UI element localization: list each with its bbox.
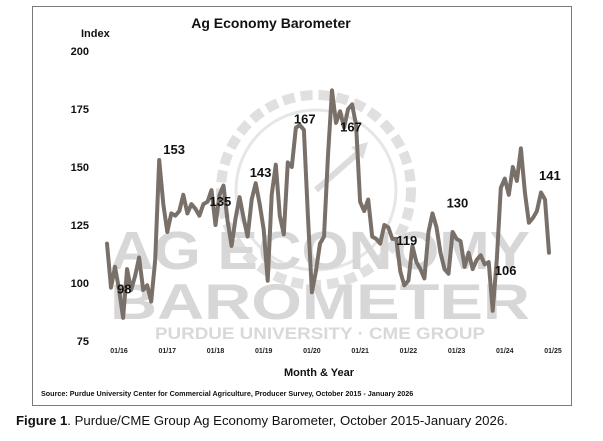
y-axis-title: Index xyxy=(81,28,111,40)
x-tick-label: 01/22 xyxy=(400,348,418,355)
y-axis-ticks: 75 100 125 150 175 200 xyxy=(71,46,89,348)
x-axis-title: Month & Year xyxy=(284,367,355,379)
data-label: 167 xyxy=(340,120,362,135)
data-label: 130 xyxy=(447,195,469,210)
source-note: Source: Purdue University Center for Com… xyxy=(41,389,413,398)
x-tick-label: 01/20 xyxy=(303,348,321,355)
figure-caption-text: . Purdue/CME Group Ag Economy Barometer,… xyxy=(67,413,508,428)
watermark-gauge: AG ECONOMY BAROMETER PURDUE UNIVERSITY ·… xyxy=(110,90,530,343)
data-label: 106 xyxy=(495,263,517,278)
data-label: 98 xyxy=(117,282,131,297)
data-label: 119 xyxy=(396,233,417,248)
chart-frame: AG ECONOMY BAROMETER PURDUE UNIVERSITY ·… xyxy=(32,6,572,406)
chart-title: Ag Economy Barometer xyxy=(191,15,351,31)
watermark-line3: PURDUE UNIVERSITY · CME GROUP xyxy=(155,324,485,343)
x-tick-label: 01/16 xyxy=(110,348,128,355)
data-label: 135 xyxy=(209,194,231,209)
x-tick-label: 01/17 xyxy=(159,348,177,355)
x-axis-ticks: 01/16 01/17 01/18 01/19 01/20 01/21 01/22 01/23… xyxy=(110,348,562,355)
y-tick-label: 125 xyxy=(71,220,89,232)
y-tick-label: 150 xyxy=(71,162,89,174)
barometer-series-line xyxy=(105,88,551,320)
figure-caption: Figure 1. Purdue/CME Group Ag Economy Ba… xyxy=(16,413,596,428)
chart-svg: AG ECONOMY BAROMETER PURDUE UNIVERSITY ·… xyxy=(41,15,562,398)
x-tick-label: 01/21 xyxy=(351,348,369,355)
data-labels: 98153135143167167119130106141136113 xyxy=(117,112,561,297)
y-tick-label: 200 xyxy=(71,46,89,58)
y-tick-label: 100 xyxy=(71,278,89,290)
watermark-line2: BAROMETER xyxy=(110,274,530,330)
data-label: 167 xyxy=(294,112,316,127)
x-tick-label: 01/19 xyxy=(255,348,273,355)
data-label: 153 xyxy=(163,142,185,157)
figure-caption-label: Figure 1 xyxy=(16,413,68,428)
x-tick-label: 01/24 xyxy=(496,348,514,355)
data-label: 143 xyxy=(250,165,272,180)
data-label: 141 xyxy=(539,168,561,183)
watermark-gauge-needle xyxy=(314,150,360,193)
x-tick-label: 01/18 xyxy=(207,348,225,355)
y-tick-label: 75 xyxy=(77,336,89,348)
x-tick-label: 01/23 xyxy=(448,348,466,355)
y-tick-label: 175 xyxy=(71,104,89,116)
x-tick-label: 01/25 xyxy=(544,348,562,355)
